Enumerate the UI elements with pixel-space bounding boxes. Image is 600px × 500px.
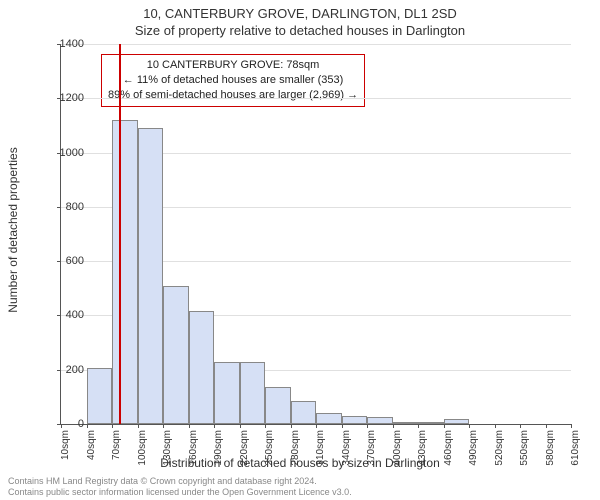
x-tick-mark [520, 424, 521, 428]
x-tick-mark [112, 424, 113, 428]
histogram-bar [367, 417, 393, 424]
x-tick-mark [367, 424, 368, 428]
x-tick-label: 190sqm [213, 430, 224, 470]
x-tick-label: 340sqm [341, 430, 352, 470]
x-tick-label: 250sqm [264, 430, 275, 470]
x-tick-mark [571, 424, 572, 428]
x-tick-mark [265, 424, 266, 428]
x-tick-mark [418, 424, 419, 428]
reference-line [119, 44, 121, 424]
y-tick-label: 800 [44, 201, 84, 213]
y-tick-label: 0 [44, 418, 84, 430]
x-tick-mark [546, 424, 547, 428]
x-tick-label: 220sqm [239, 430, 250, 470]
histogram-bar [393, 422, 419, 424]
gridline [61, 98, 571, 99]
histogram-bar [87, 368, 113, 424]
x-tick-mark [316, 424, 317, 428]
x-tick-label: 310sqm [315, 430, 326, 470]
histogram-bar [240, 362, 266, 424]
histogram-bar [163, 286, 189, 424]
x-tick-mark [87, 424, 88, 428]
x-tick-mark [469, 424, 470, 428]
x-tick-mark [444, 424, 445, 428]
y-tick-label: 400 [44, 309, 84, 321]
x-tick-mark [393, 424, 394, 428]
x-tick-mark [291, 424, 292, 428]
x-tick-label: 400sqm [392, 430, 403, 470]
footer-attribution: Contains HM Land Registry data © Crown c… [8, 476, 352, 498]
x-tick-mark [214, 424, 215, 428]
histogram-bar [316, 413, 342, 424]
x-tick-label: 430sqm [417, 430, 428, 470]
footer-line1: Contains HM Land Registry data © Crown c… [8, 476, 352, 487]
x-tick-label: 490sqm [468, 430, 479, 470]
histogram-bar [291, 401, 317, 424]
x-tick-label: 550sqm [519, 430, 530, 470]
x-tick-label: 70sqm [111, 430, 122, 470]
x-tick-label: 40sqm [86, 430, 97, 470]
histogram-bar [342, 416, 368, 424]
x-tick-mark [138, 424, 139, 428]
x-tick-label: 160sqm [188, 430, 199, 470]
histogram-bar [138, 128, 164, 424]
x-tick-label: 520sqm [494, 430, 505, 470]
chart-container: 10, CANTERBURY GROVE, DARLINGTON, DL1 2S… [0, 0, 600, 500]
histogram-bar [265, 387, 291, 424]
chart-title: 10, CANTERBURY GROVE, DARLINGTON, DL1 2S… [0, 0, 600, 21]
y-tick-label: 1400 [44, 38, 84, 50]
annotation-line2: ← 11% of detached houses are smaller (35… [108, 73, 358, 88]
x-tick-label: 610sqm [570, 430, 581, 470]
y-tick-label: 200 [44, 364, 84, 376]
y-tick-label: 1200 [44, 92, 84, 104]
footer-line2: Contains public sector information licen… [8, 487, 352, 498]
x-tick-label: 460sqm [443, 430, 454, 470]
x-tick-label: 100sqm [137, 430, 148, 470]
x-tick-label: 10sqm [60, 430, 71, 470]
histogram-bar [418, 422, 444, 424]
histogram-bar [444, 419, 470, 424]
y-tick-label: 1000 [44, 147, 84, 159]
x-tick-mark [189, 424, 190, 428]
y-axis-label: Number of detached properties [6, 147, 20, 312]
x-tick-label: 370sqm [366, 430, 377, 470]
x-tick-label: 580sqm [545, 430, 556, 470]
histogram-bar [112, 120, 138, 424]
annotation-line1: 10 CANTERBURY GROVE: 78sqm [108, 58, 358, 73]
x-tick-mark [163, 424, 164, 428]
x-tick-mark [240, 424, 241, 428]
x-tick-label: 280sqm [290, 430, 301, 470]
chart-plot-area: 10 CANTERBURY GROVE: 78sqm ← 11% of deta… [60, 44, 571, 425]
annotation-line3: 89% of semi-detached houses are larger (… [108, 88, 358, 103]
x-tick-label: 130sqm [162, 430, 173, 470]
y-tick-label: 600 [44, 255, 84, 267]
x-tick-mark [495, 424, 496, 428]
x-tick-mark [342, 424, 343, 428]
chart-subtitle: Size of property relative to detached ho… [0, 21, 600, 38]
gridline [61, 44, 571, 45]
histogram-bar [189, 311, 215, 424]
histogram-bar [214, 362, 240, 424]
